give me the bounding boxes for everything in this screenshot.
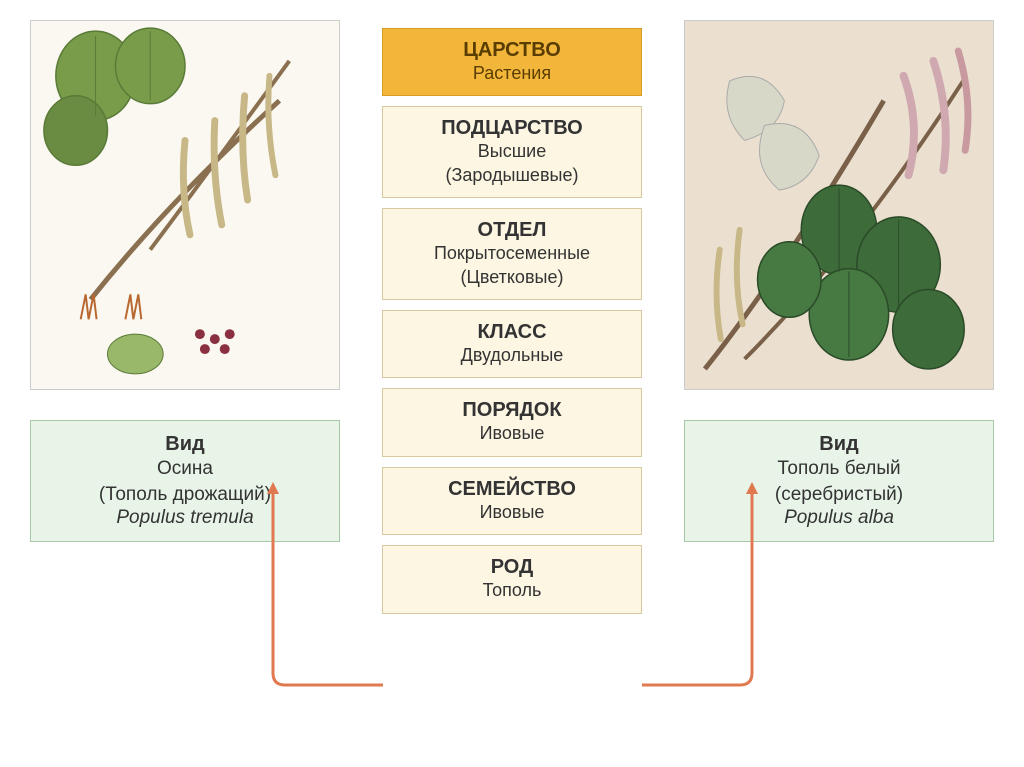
species-paren: (Тополь дрожащий): [39, 482, 331, 508]
taxon-order: ПОРЯДОК Ивовые: [382, 388, 642, 456]
species-latin: Populus alba: [693, 507, 985, 529]
taxon-title: ОТДЕЛ: [389, 219, 635, 242]
taxon-sub: Ивовые: [389, 422, 635, 445]
taxon-division: ОТДЕЛ Покрытосеменные(Цветковые): [382, 208, 642, 300]
taxon-sub: Высшие(Зародышевые): [389, 140, 635, 187]
taxon-sub: Ивовые: [389, 501, 635, 524]
taxon-title: РОД: [389, 556, 635, 579]
taxon-title: ПОРЯДОК: [389, 399, 635, 422]
taxon-title: КЛАСС: [389, 321, 635, 344]
species-right-box: Вид Тополь белый (серебристый) Populus a…: [684, 420, 994, 542]
left-botanical-illustration: [30, 20, 340, 390]
taxon-sub: Покрытосеменные(Цветковые): [389, 242, 635, 289]
species-paren: (серебристый): [693, 482, 985, 508]
taxon-sub: Тополь: [389, 579, 635, 602]
species-title: Вид: [693, 433, 985, 456]
species-title: Вид: [39, 433, 331, 456]
taxon-kingdom: ЦАРСТВО Растения: [382, 28, 642, 96]
right-botanical-illustration: [684, 20, 994, 390]
taxon-title: ЦАРСТВО: [389, 39, 635, 62]
taxon-family: СЕМЕЙСТВО Ивовые: [382, 467, 642, 535]
taxon-sub: Двудольные: [389, 344, 635, 367]
taxon-title: СЕМЕЙСТВО: [389, 478, 635, 501]
taxonomy-column: ЦАРСТВО Растения ПОДЦАРСТВО Высшие(Зарод…: [382, 28, 642, 614]
species-latin: Populus tremula: [39, 507, 331, 529]
taxon-sub: Растения: [389, 62, 635, 85]
species-left-box: Вид Осина (Тополь дрожащий) Populus trem…: [30, 420, 340, 542]
taxon-class: КЛАСС Двудольные: [382, 310, 642, 378]
taxon-title: ПОДЦАРСТВО: [389, 117, 635, 140]
taxon-genus: РОД Тополь: [382, 545, 642, 613]
species-name: Осина: [39, 456, 331, 482]
species-name: Тополь белый: [693, 456, 985, 482]
taxon-subkingdom: ПОДЦАРСТВО Высшие(Зародышевые): [382, 106, 642, 198]
